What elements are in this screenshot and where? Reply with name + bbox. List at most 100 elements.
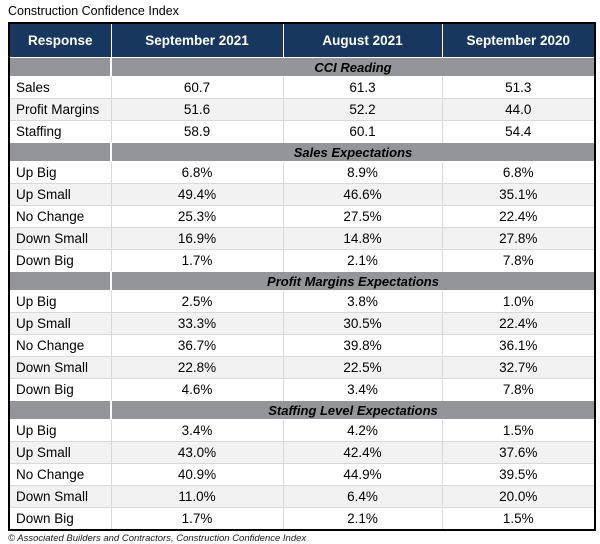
cell-value: 51.6	[110, 98, 283, 121]
cell-value: 1.5%	[441, 419, 595, 442]
section-title: Profit Margins Expectations	[111, 271, 595, 291]
cell-value: 16.9%	[110, 227, 283, 250]
cell-value: 3.4%	[110, 419, 283, 442]
cell-value: 20.0%	[441, 485, 595, 508]
section-title: Staffing Level Expectations	[111, 400, 595, 420]
row-label: Up Big	[9, 290, 111, 313]
cell-value: 43.0%	[110, 441, 283, 464]
cell-value: 36.7%	[110, 334, 283, 357]
table-row: No Change 25.3% 27.5% 22.4%	[9, 205, 595, 228]
column-header-september-2020: September 2020	[441, 23, 595, 58]
table-row: Up Big 2.5% 3.8% 1.0%	[9, 290, 595, 313]
section-header-staffing-level-expectations: Staffing Level Expectations	[9, 400, 595, 420]
cell-value: 11.0%	[110, 485, 283, 508]
cell-value: 36.1%	[441, 334, 595, 357]
row-label: Down Big	[9, 249, 111, 272]
cell-value: 3.8%	[282, 290, 442, 313]
cell-value: 22.5%	[282, 356, 442, 379]
section-header-profit-margins-expectations: Profit Margins Expectations	[9, 271, 595, 291]
row-label: Up Small	[9, 312, 111, 335]
section-header-cci-reading: CCI Reading	[9, 57, 595, 77]
cell-value: 1.7%	[110, 249, 283, 272]
cell-value: 39.8%	[282, 334, 442, 357]
cell-value: 30.5%	[282, 312, 442, 335]
row-label: Staffing	[9, 120, 111, 143]
table-row: Up Small 49.4% 46.6% 35.1%	[9, 183, 595, 206]
row-label: No Change	[9, 205, 111, 228]
table-row: Up Small 33.3% 30.5% 22.4%	[9, 312, 595, 335]
row-label: Up Big	[9, 161, 111, 184]
cell-value: 14.8%	[282, 227, 442, 250]
cell-value: 44.0	[441, 98, 595, 121]
cell-value: 2.5%	[110, 290, 283, 313]
cell-value: 27.8%	[441, 227, 595, 250]
table-row: No Change 40.9% 44.9% 39.5%	[9, 463, 595, 486]
cell-value: 61.3	[282, 76, 442, 99]
section-title: CCI Reading	[111, 57, 595, 77]
row-label: Down Small	[9, 485, 111, 508]
row-label: No Change	[9, 463, 111, 486]
column-header-august-2021: August 2021	[282, 23, 442, 58]
table-row: Up Small 43.0% 42.4% 37.6%	[9, 441, 595, 464]
table-row: Down Small 22.8% 22.5% 32.7%	[9, 356, 595, 379]
section-spacer-cell	[9, 57, 112, 77]
cell-value: 58.9	[110, 120, 283, 143]
cci-table: Response September 2021 August 2021 Sept…	[8, 22, 596, 531]
table-row: Down Big 1.7% 2.1% 7.8%	[9, 249, 595, 272]
cell-value: 22.8%	[110, 356, 283, 379]
row-label: Profit Margins	[9, 98, 111, 121]
cell-value: 40.9%	[110, 463, 283, 486]
row-label: Down Small	[9, 227, 111, 250]
cell-value: 6.8%	[110, 161, 283, 184]
table-row: Sales 60.7 61.3 51.3	[9, 76, 595, 99]
cell-value: 51.3	[441, 76, 595, 99]
cell-value: 60.1	[282, 120, 442, 143]
row-label: Up Big	[9, 419, 111, 442]
table-row: Staffing 58.9 60.1 54.4	[9, 120, 595, 143]
cell-value: 33.3%	[110, 312, 283, 335]
table-row: No Change 36.7% 39.8% 36.1%	[9, 334, 595, 357]
column-header-response: Response	[9, 23, 111, 58]
row-label: Up Small	[9, 183, 111, 206]
cell-value: 2.1%	[282, 507, 442, 530]
section-spacer-cell	[9, 271, 112, 291]
cell-value: 1.5%	[441, 507, 595, 530]
source-attribution: © Associated Builders and Contractors, C…	[8, 533, 307, 544]
cell-value: 44.9%	[282, 463, 442, 486]
cell-value: 4.2%	[282, 419, 442, 442]
cell-value: 60.7	[110, 76, 283, 99]
cell-value: 39.5%	[441, 463, 595, 486]
row-label: Down Small	[9, 356, 111, 379]
row-label: Up Small	[9, 441, 111, 464]
cell-value: 35.1%	[441, 183, 595, 206]
row-label: Down Big	[9, 507, 111, 530]
cell-value: 25.3%	[110, 205, 283, 228]
cell-value: 32.7%	[441, 356, 595, 379]
cell-value: 54.4	[441, 120, 595, 143]
table-row: Up Big 3.4% 4.2% 1.5%	[9, 419, 595, 442]
section-spacer-cell	[9, 400, 112, 420]
row-label: Sales	[9, 76, 111, 99]
cell-value: 3.4%	[282, 378, 442, 401]
cell-value: 2.1%	[282, 249, 442, 272]
column-header-row: Response September 2021 August 2021 Sept…	[9, 23, 595, 58]
cell-value: 22.4%	[441, 312, 595, 335]
row-label: Down Big	[9, 378, 111, 401]
cell-value: 27.5%	[282, 205, 442, 228]
table-row: Down Small 11.0% 6.4% 20.0%	[9, 485, 595, 508]
cell-value: 6.8%	[441, 161, 595, 184]
cell-value: 4.6%	[110, 378, 283, 401]
cell-value: 37.6%	[441, 441, 595, 464]
cell-value: 52.2	[282, 98, 442, 121]
cell-value: 8.9%	[282, 161, 442, 184]
cell-value: 1.7%	[110, 507, 283, 530]
column-header-september-2021: September 2021	[110, 23, 283, 58]
section-header-sales-expectations: Sales Expectations	[9, 142, 595, 162]
page-title: Construction Confidence Index	[8, 4, 179, 18]
section-title: Sales Expectations	[111, 142, 595, 162]
cell-value: 7.8%	[441, 378, 595, 401]
cell-value: 1.0%	[441, 290, 595, 313]
cell-value: 22.4%	[441, 205, 595, 228]
cell-value: 46.6%	[282, 183, 442, 206]
cell-value: 42.4%	[282, 441, 442, 464]
